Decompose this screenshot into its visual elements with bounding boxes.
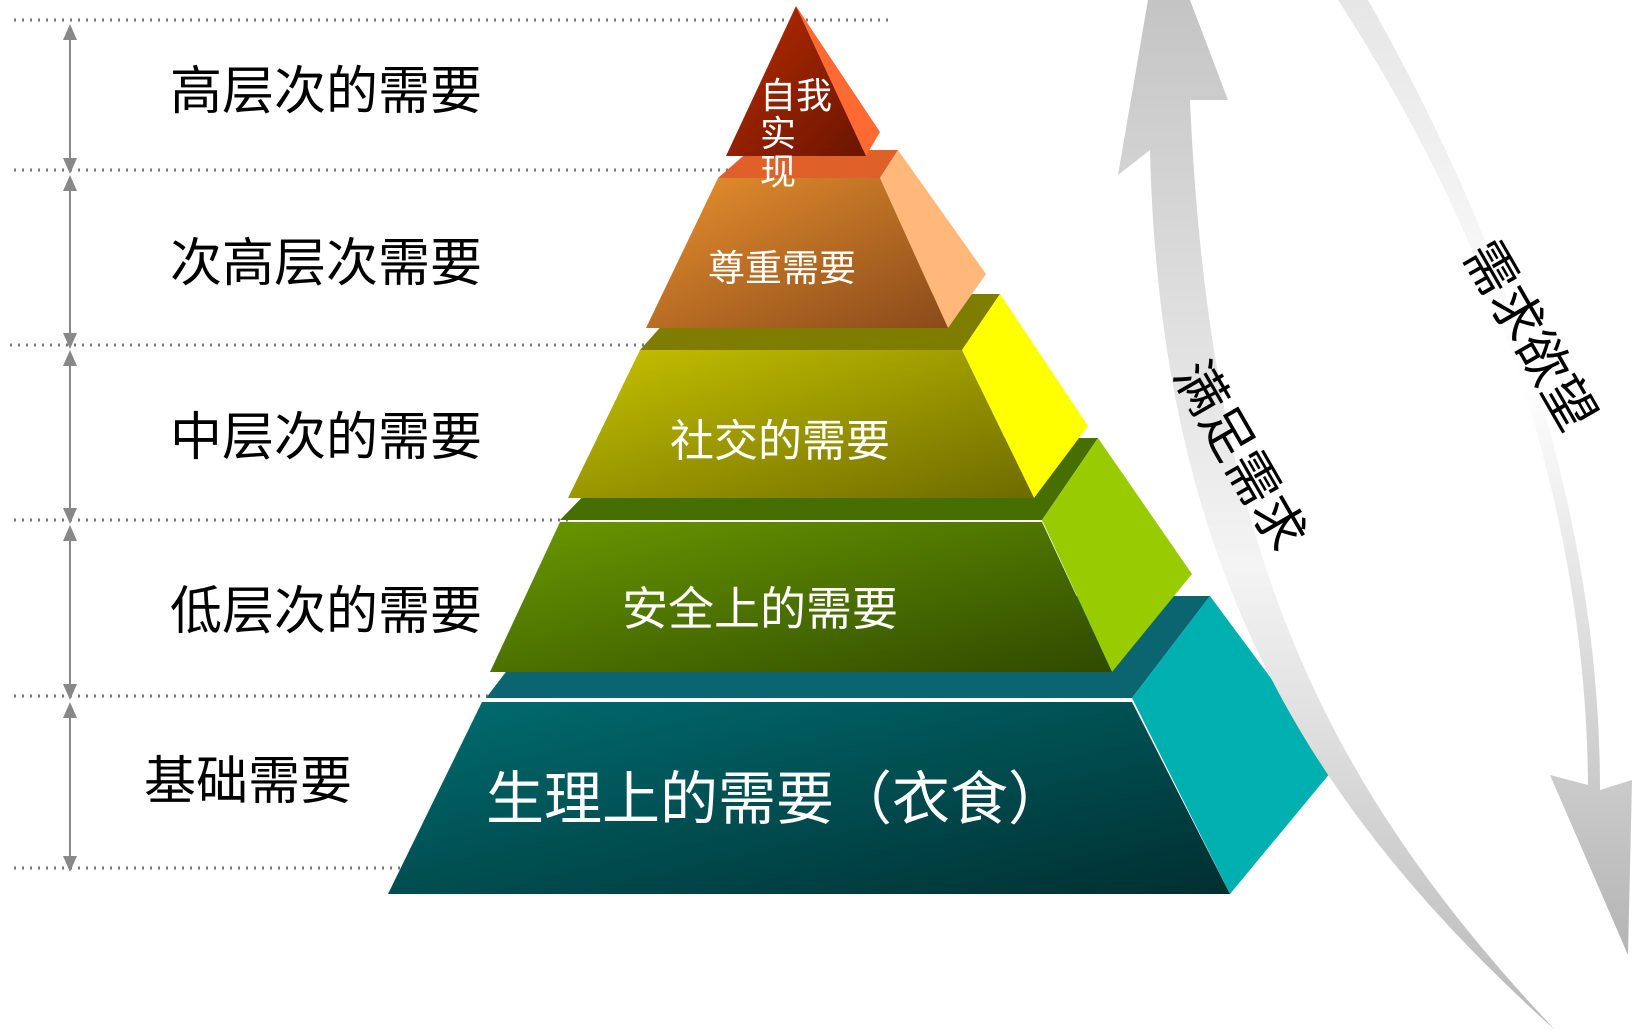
pyramid-tier-1	[726, 6, 880, 156]
level-label-middle: 中层次的需要	[170, 408, 483, 468]
dimension-arrow	[63, 24, 77, 174]
tier-label-esteem: 尊重需要	[708, 247, 856, 290]
tier-label-self-actualization: 自我实 现	[760, 76, 833, 193]
dimension-arrow	[63, 702, 77, 872]
dimension-arrows	[63, 24, 77, 872]
dimension-arrow	[63, 350, 77, 524]
level-label-basic: 基础需要	[144, 752, 353, 812]
level-label-low: 低层次的需要	[170, 582, 483, 642]
down-curved-arrow	[1338, 0, 1632, 955]
pyramid-tier-2	[646, 150, 986, 328]
pyramid	[388, 6, 1336, 894]
level-label-high: 高层次的需要	[170, 62, 483, 122]
curved-arrows	[1118, 0, 1632, 1030]
guide-lines	[10, 18, 892, 870]
tier-label-physiological: 生理上的需要（衣食）	[486, 765, 1067, 833]
dimension-arrow	[63, 175, 77, 349]
dimension-arrow	[63, 525, 77, 700]
tier-label-safety: 安全上的需要	[622, 582, 898, 636]
level-label-upper-middle: 次高层次需要	[170, 234, 483, 294]
up-curved-arrow	[1118, 0, 1555, 1030]
tier-label-social: 社交的需要	[670, 416, 890, 467]
